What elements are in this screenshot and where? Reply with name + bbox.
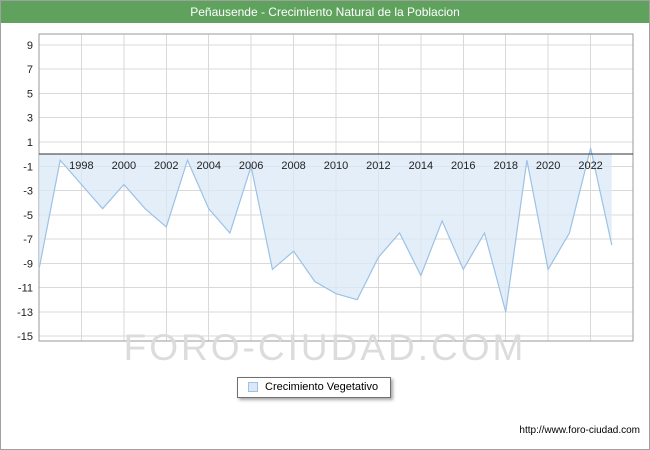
svg-text:5: 5 bbox=[27, 88, 33, 100]
svg-text:-1: -1 bbox=[23, 161, 33, 173]
svg-text:-3: -3 bbox=[23, 186, 33, 198]
svg-text:9: 9 bbox=[27, 40, 33, 52]
svg-text:-11: -11 bbox=[18, 283, 33, 295]
svg-text:1998: 1998 bbox=[69, 160, 93, 172]
svg-text:3: 3 bbox=[27, 113, 33, 125]
svg-text:-7: -7 bbox=[23, 234, 33, 246]
svg-text:2010: 2010 bbox=[324, 160, 348, 172]
svg-text:2018: 2018 bbox=[493, 160, 517, 172]
legend: Crecimiento Vegetativo bbox=[237, 377, 392, 398]
svg-text:2000: 2000 bbox=[112, 160, 136, 172]
legend-label: Crecimiento Vegetativo bbox=[265, 381, 379, 393]
svg-text:2002: 2002 bbox=[154, 160, 178, 172]
svg-text:2006: 2006 bbox=[239, 160, 263, 172]
svg-text:-5: -5 bbox=[23, 210, 33, 222]
page-title: Peñausende - Crecimiento Natural de la P… bbox=[1, 1, 649, 23]
svg-text:-9: -9 bbox=[23, 258, 33, 270]
svg-text:-13: -13 bbox=[17, 307, 33, 319]
svg-text:1: 1 bbox=[27, 137, 33, 149]
svg-text:2004: 2004 bbox=[196, 160, 220, 172]
svg-text:2012: 2012 bbox=[366, 160, 390, 172]
svg-text:2022: 2022 bbox=[578, 160, 602, 172]
svg-text:-15: -15 bbox=[17, 331, 33, 343]
svg-text:2020: 2020 bbox=[536, 160, 560, 172]
legend-swatch-icon bbox=[248, 382, 258, 392]
svg-text:2014: 2014 bbox=[409, 160, 433, 172]
svg-text:2016: 2016 bbox=[451, 160, 475, 172]
svg-text:7: 7 bbox=[27, 64, 33, 76]
svg-text:2008: 2008 bbox=[281, 160, 305, 172]
footer-link[interactable]: http://www.foro-ciudad.com bbox=[519, 425, 640, 436]
